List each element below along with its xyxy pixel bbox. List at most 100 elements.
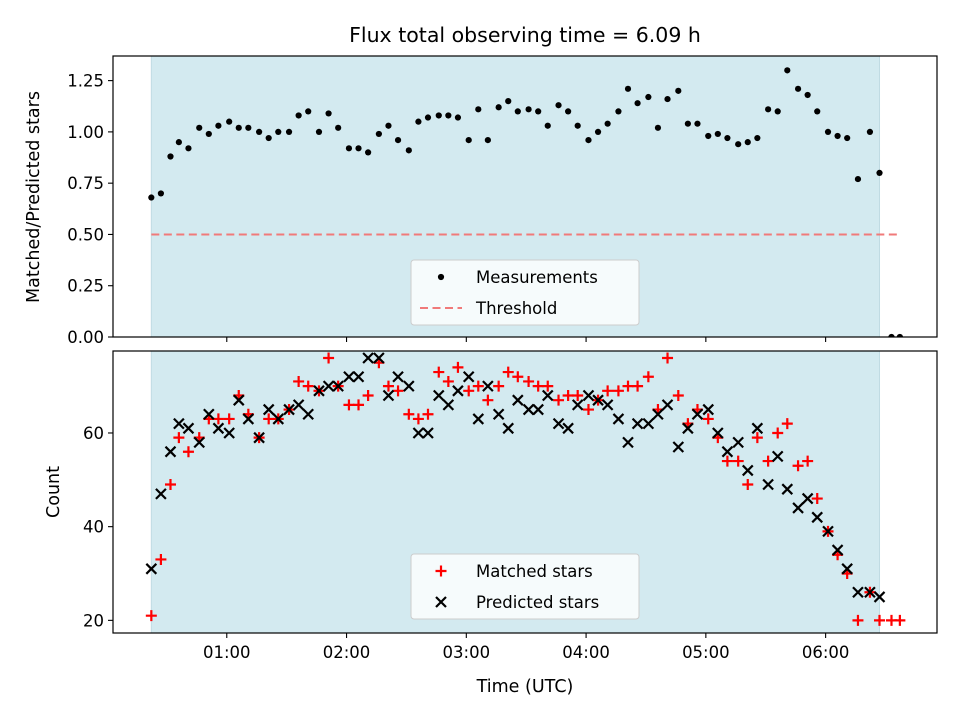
measurement-point [305, 108, 312, 115]
measurement-point [866, 128, 874, 135]
predicted-star-point [452, 385, 464, 397]
legend-predicted-swatch [435, 596, 447, 608]
measurement-point [465, 136, 472, 144]
measurement-point [355, 145, 362, 152]
measurement-point [784, 67, 791, 74]
measurement-point [794, 85, 802, 92]
predicted-star-point [691, 408, 704, 421]
matched-star-point [502, 366, 514, 378]
predicted-star-point [145, 563, 158, 575]
matched-star-point [602, 385, 614, 397]
measurement-point [365, 149, 372, 156]
predicted-star-point [512, 394, 524, 406]
matched-star-point [742, 479, 754, 491]
matched-star-point [612, 385, 624, 397]
measurement-point [484, 136, 491, 144]
measurement-point [774, 108, 781, 115]
predicted-star-point [552, 417, 565, 430]
measurement-point [335, 124, 342, 131]
measurement-point [505, 98, 512, 105]
matched-star-point [302, 380, 314, 392]
axes-frame [112, 55, 938, 338]
matched-star-point [553, 394, 565, 406]
matched-star-point [392, 385, 404, 397]
predicted-star-point [283, 403, 295, 416]
measurement-point [565, 108, 572, 115]
measurement-point [405, 147, 412, 154]
x-axis-label: Time (UTC) [476, 677, 574, 697]
measurement-point [345, 145, 353, 152]
matched-star-point [874, 614, 886, 626]
measurement-point [445, 112, 452, 119]
predicted-star-point [661, 399, 674, 411]
predicted-star-point [472, 413, 485, 425]
measurement-point [694, 120, 701, 127]
matched-star-point [353, 399, 365, 411]
measurement-point [814, 108, 821, 115]
predicted-star-point [864, 586, 876, 599]
matched-star-point [811, 493, 823, 505]
matched-star-point [542, 380, 554, 392]
predicted-star-point [182, 422, 195, 435]
predicted-star-point [362, 352, 374, 364]
y-tick-label: 1.25 [67, 72, 104, 91]
matched-star-point [572, 390, 584, 402]
predicted-star-point [422, 427, 434, 439]
measurement-point [675, 87, 682, 94]
measurement-point [634, 100, 641, 107]
matched-star-point [182, 446, 194, 458]
predicted-star-point [164, 445, 177, 458]
x-tick-label: 05:00 [682, 643, 730, 662]
matched-star-point [642, 371, 654, 383]
measurement-point [876, 169, 883, 177]
measurement-point [684, 120, 691, 127]
measurement-point [245, 124, 252, 131]
matched-star-point [173, 432, 185, 444]
x-tick-label: 01:00 [203, 643, 251, 662]
predicted-star-point [332, 380, 344, 392]
predicted-star-point [612, 413, 625, 425]
measurement-point [475, 106, 482, 113]
predicted-star-point [732, 436, 744, 449]
plot-area [148, 67, 903, 337]
measurement-point [804, 91, 811, 99]
predicted-star-point [771, 450, 784, 463]
y-tick-label: 40 [83, 518, 104, 537]
predicted-star-point [432, 389, 445, 402]
predicted-star-point [762, 478, 774, 491]
x-tick-label: 02:00 [323, 643, 371, 662]
y-tick-label: 20 [83, 611, 104, 630]
measurement-point [256, 128, 263, 135]
matched-star-point [472, 380, 484, 392]
predicted-star-point [502, 422, 515, 435]
measurement-point [265, 134, 272, 142]
measurement-point [424, 114, 432, 121]
measurement-point [888, 333, 895, 337]
predicted-star-point [403, 380, 415, 392]
matched-star-point [452, 361, 464, 373]
predicted-star-point [652, 408, 664, 421]
legend-label: Measurements [476, 268, 598, 287]
predicted-star-point [682, 422, 694, 435]
predicted-star-point [482, 380, 494, 392]
matched-star-point [343, 399, 355, 411]
matched-star-point [293, 375, 305, 387]
matched-star-point [732, 455, 744, 467]
predicted-star-point [313, 385, 325, 397]
predicted-star-point [781, 483, 794, 495]
measurement-point [604, 120, 611, 127]
matched-star-point [662, 352, 674, 364]
matched-star-point [164, 479, 176, 491]
measurement-point [664, 95, 671, 103]
matched-star-point [212, 413, 224, 425]
measurement-point [705, 132, 712, 140]
predicted-star-point [873, 591, 886, 603]
series-predicted-stars [145, 352, 886, 603]
legend-box [410, 553, 640, 620]
predicted-star-point [203, 408, 215, 421]
measurement-point [325, 110, 332, 117]
predicted-star-point [382, 389, 395, 402]
predicted-star-point [522, 403, 535, 416]
predicted-star-point [811, 511, 824, 524]
